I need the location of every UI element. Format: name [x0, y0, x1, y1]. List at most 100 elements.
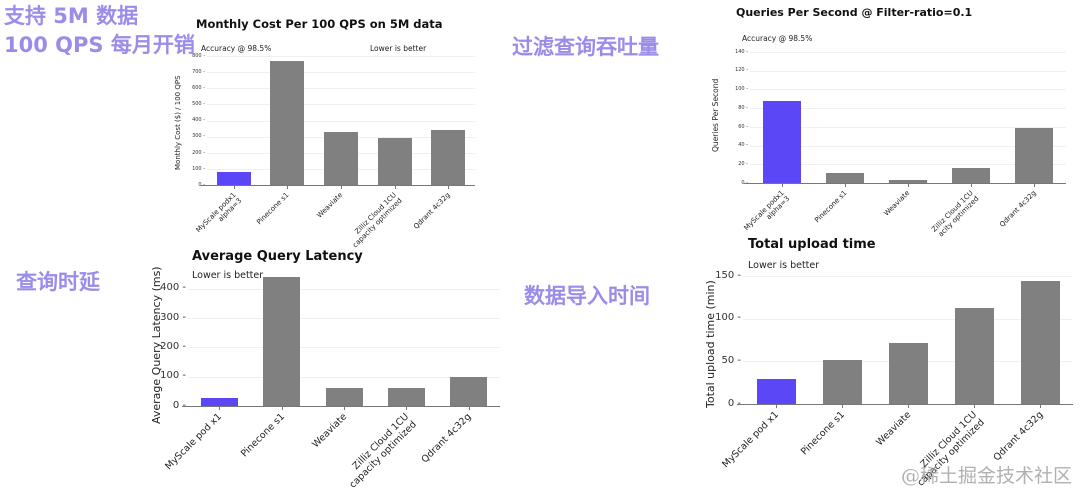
x-tick-mark: [844, 184, 846, 187]
y-tick-label: 50 -: [721, 354, 741, 366]
gridline: [750, 70, 1066, 72]
watermark: @稀土掘金技术社区: [900, 465, 1072, 487]
qps-annotation: 过滤查询吞吐量: [512, 35, 659, 59]
plot-area: 0 -20 -40 -60 -80 -100 -120 -140 -MyScal…: [735, 49, 1066, 238]
gridline: [207, 120, 475, 122]
bar: [1015, 127, 1054, 183]
cost-annotation-line1: 支持 5M 数据: [4, 4, 139, 28]
x-tick-mark: [908, 405, 909, 408]
gridline: [743, 276, 1073, 277]
y-tick-label: 0 -: [741, 180, 748, 186]
bar: [952, 168, 991, 183]
x-tick-mark: [468, 407, 470, 410]
bar: [431, 130, 466, 185]
bar: [825, 172, 864, 183]
y-tick-label: 200 -: [192, 149, 205, 156]
lower-better-note: Lower is better: [192, 270, 264, 281]
x-tick-mark: [448, 186, 450, 189]
y-tick-label: 80 -: [738, 104, 748, 111]
y-tick-label: 400 -: [160, 282, 186, 294]
x-tick-label: Pinecone s1: [799, 409, 848, 458]
gridline: [188, 347, 500, 349]
gridline: [750, 108, 1066, 110]
x-tick-mark: [1034, 184, 1036, 187]
bar: [263, 276, 301, 406]
gridline: [188, 288, 500, 290]
y-tick-label: 100 -: [160, 370, 186, 382]
gridline: [207, 104, 475, 106]
gridline: [750, 89, 1066, 91]
x-tick-mark: [971, 184, 973, 187]
bar: [270, 60, 305, 185]
chart-title: Queries Per Second @ Filter-ratio=0.1: [736, 6, 973, 19]
x-tick-mark: [781, 184, 783, 187]
y-tick-label: 500 -: [192, 101, 205, 108]
y-tick-label: 0 -: [198, 182, 205, 188]
bar: [954, 307, 994, 404]
bar: [756, 379, 796, 404]
plot-area: 0 -100 -200 -300 -400 - MyScale pod x1 Pin…: [160, 274, 500, 490]
y-tick-label: 140 -: [735, 48, 748, 55]
accuracy-note: Accuracy @ 98.5%: [742, 34, 813, 43]
y-tick-label: 40 -: [738, 142, 748, 149]
plot-area: 0 - 50 - 100 - 150 - MyScale pod x1 Pinecone …: [715, 270, 1073, 488]
y-tick-label: 150 -: [715, 269, 741, 281]
x-tick-mark: [344, 407, 345, 410]
upload-annotation: 数据导入时间: [524, 284, 650, 308]
x-tick-label: Qdrant 4c32g: [991, 409, 1046, 464]
bar: [387, 387, 425, 406]
gridline: [207, 88, 475, 90]
x-axis-line: [744, 183, 1066, 184]
bar: [216, 172, 251, 185]
bar: [200, 398, 238, 406]
chart-title: Average Query Latency: [192, 249, 363, 264]
x-tick-mark: [974, 405, 975, 408]
bar: [325, 388, 363, 406]
y-axis-label: Total upload time (min): [704, 280, 717, 408]
x-tick-label: MyScale pod x1: [720, 409, 782, 471]
bar: [888, 343, 928, 404]
y-tick-label: 20 -: [738, 161, 748, 168]
x-tick-mark: [908, 184, 909, 187]
lower-better-note: Lower is better: [370, 44, 427, 53]
y-tick-label: 200 -: [160, 340, 186, 352]
gridline: [750, 126, 1066, 128]
gridline: [743, 318, 1073, 320]
accuracy-note: Accuracy @ 98.5%: [201, 44, 272, 53]
x-tick-mark: [281, 407, 283, 410]
bar: [822, 359, 862, 404]
bar: [762, 100, 801, 183]
y-tick-label: 400 -: [192, 117, 205, 124]
x-tick-mark: [219, 407, 221, 410]
x-axis-line: [182, 406, 500, 407]
y-tick-label: 0 -: [172, 399, 186, 411]
plot-area: 0 - 100 - 200 - 300 - 400 - 500 - 600 - 700 - 80…: [192, 53, 475, 249]
x-axis-line: [737, 404, 1073, 405]
bar: [450, 377, 488, 406]
y-tick-label: 600 -: [192, 85, 205, 91]
bar: [324, 131, 358, 185]
bar: [377, 138, 412, 185]
gridline: [207, 72, 475, 74]
y-tick-label: 60 -: [738, 123, 748, 130]
gridline: [188, 318, 500, 319]
y-tick-label: 0 -: [727, 397, 741, 409]
gridline: [750, 145, 1066, 147]
y-tick-label: 700 -: [192, 68, 205, 75]
gridline: [188, 376, 500, 378]
gridline: [207, 56, 475, 57]
gridline: [750, 164, 1066, 166]
lower-better-note: Lower is better: [748, 260, 820, 271]
x-tick-mark: [776, 405, 777, 408]
x-tick-mark: [406, 407, 408, 410]
gridline: [750, 52, 1066, 53]
x-axis-line: [201, 185, 475, 186]
x-tick-mark: [394, 186, 396, 189]
y-tick-label: 300 -: [160, 311, 186, 323]
y-tick-label: 100 -: [192, 165, 205, 172]
y-tick-label: 300 -: [192, 133, 205, 140]
y-tick-label: 100 -: [715, 312, 741, 324]
